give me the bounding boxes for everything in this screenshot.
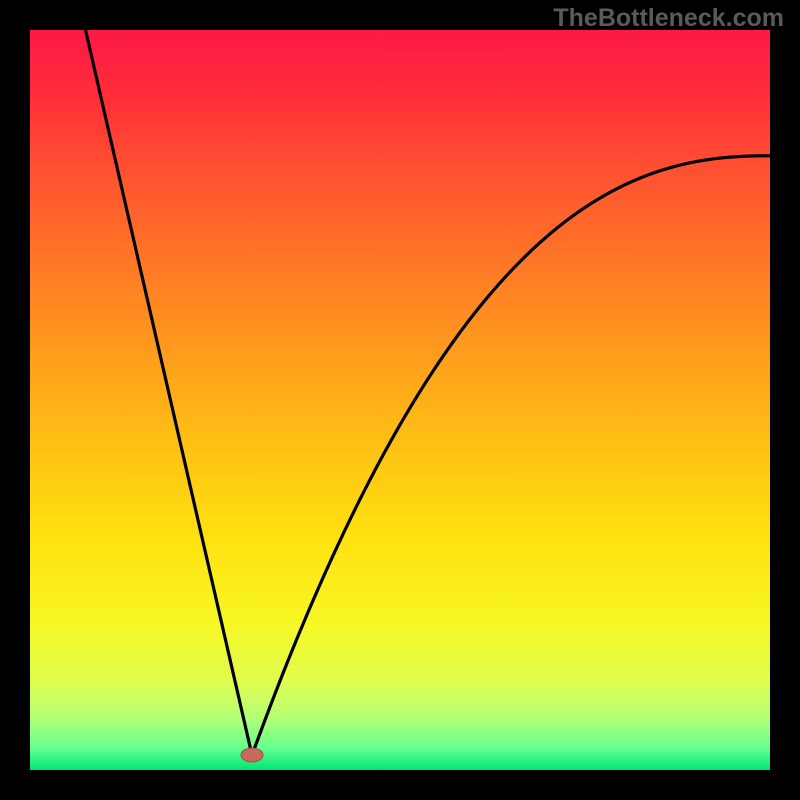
bottleneck-curve xyxy=(30,30,770,770)
minimum-marker xyxy=(239,746,265,764)
plot-area xyxy=(30,30,770,770)
watermark-text: TheBottleneck.com xyxy=(553,4,784,33)
chart-container: TheBottleneck.com xyxy=(0,0,800,800)
